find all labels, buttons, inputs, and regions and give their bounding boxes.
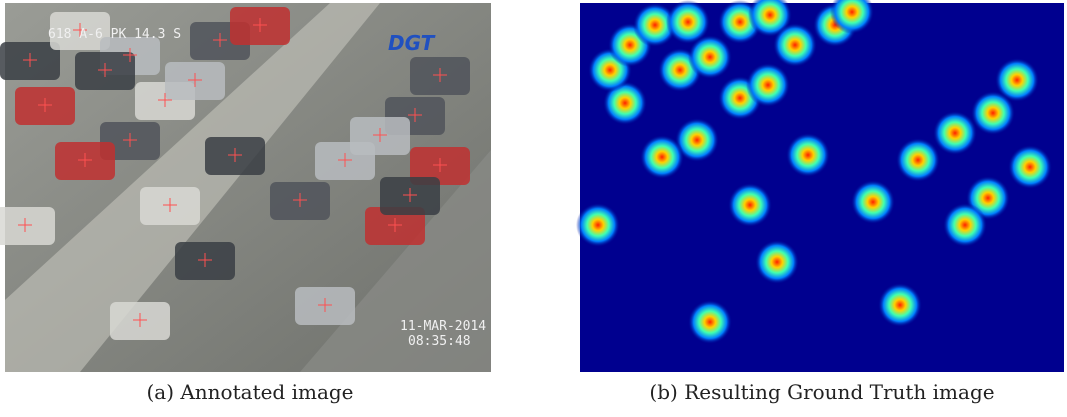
density-blob — [971, 91, 1015, 135]
overlay-text: 618 A-6 PK 14.3 S — [48, 27, 181, 42]
density-blob — [755, 240, 799, 284]
density-blob — [688, 35, 732, 79]
density-blob — [896, 138, 940, 182]
ground-truth-image — [576, 0, 1064, 372]
date-text: 11-MAR-2014 — [400, 319, 486, 334]
caption: (a) Annotated image — [0, 380, 500, 404]
density-blob — [773, 23, 817, 67]
density-blob — [728, 183, 772, 227]
density-blob — [851, 180, 895, 224]
logo: DGT — [388, 31, 436, 55]
density-blob — [1008, 145, 1052, 189]
caption: (b) Resulting Ground Truth image — [572, 380, 1067, 404]
density-blob — [688, 300, 732, 344]
density-blob — [786, 133, 830, 177]
density-blob — [943, 203, 987, 247]
car — [0, 207, 55, 245]
density-blob — [576, 203, 620, 247]
figure-images: 618 A-6 PK 14.3 S DGT 11-MAR-2014 08:35:… — [0, 0, 1067, 417]
annotated-image: 618 A-6 PK 14.3 S DGT 11-MAR-2014 08:35:… — [0, 3, 491, 372]
figure: 618 A-6 PK 14.3 S DGT 11-MAR-2014 08:35:… — [0, 0, 1067, 417]
density-blob — [878, 283, 922, 327]
density-blob — [640, 135, 684, 179]
density-blob — [746, 63, 790, 107]
time-text: 08:35:48 — [408, 334, 471, 349]
density-blob — [933, 111, 977, 155]
